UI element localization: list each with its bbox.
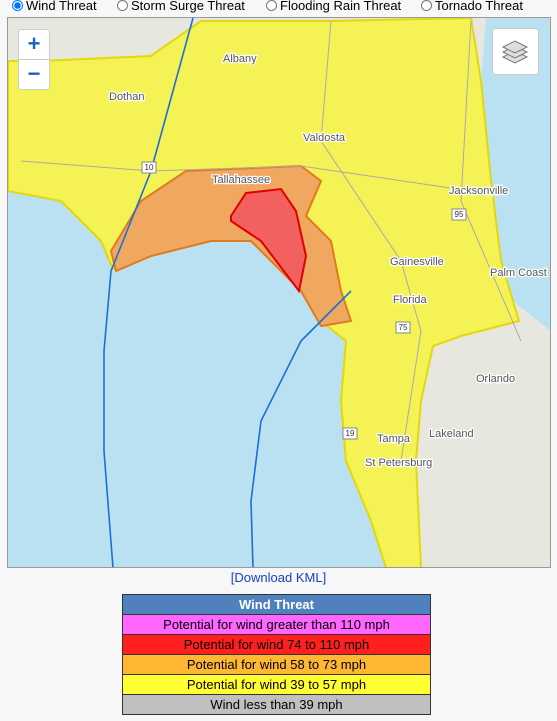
city-label: Lakeland xyxy=(429,428,474,440)
city-labels: Albany Dothan Valdosta Tallahassee Jacks… xyxy=(108,52,548,471)
legend-row: Potential for wind 74 to 110 mph xyxy=(122,634,431,655)
city-label: Dothan xyxy=(109,91,144,103)
wind-39-57-area xyxy=(8,18,521,567)
option-label: Flooding Rain Threat xyxy=(280,0,402,13)
wind-74-110-area xyxy=(230,187,308,294)
city-label: Valdosta xyxy=(303,132,346,144)
legend-row: Potential for wind 39 to 57 mph xyxy=(122,674,431,695)
shield: 75 xyxy=(399,323,408,332)
shield: 10 xyxy=(145,163,154,172)
radio[interactable] xyxy=(266,0,277,11)
city-label: Tallahassee xyxy=(212,174,270,186)
option-tornado[interactable]: Tornado Threat xyxy=(421,0,523,13)
radio[interactable] xyxy=(117,0,128,11)
road-shields: 10 95 75 19 xyxy=(141,161,467,440)
legend-title: Wind Threat xyxy=(122,594,431,615)
option-label: Tornado Threat xyxy=(435,0,523,13)
legend-row: Wind less than 39 mph xyxy=(122,694,431,715)
shield: 19 xyxy=(346,429,355,438)
city-label: Orlando xyxy=(476,373,515,385)
city-label: Tampa xyxy=(377,433,411,445)
city-label: Gainesville xyxy=(390,256,444,268)
zoom-out[interactable]: − xyxy=(18,59,50,90)
city-label: Albany xyxy=(223,53,257,65)
city-label: St Petersburg xyxy=(365,457,432,469)
download-link[interactable]: [Download KML] xyxy=(230,570,327,585)
layers-button[interactable] xyxy=(492,28,539,75)
map[interactable]: Albany Dothan Valdosta Tallahassee Jacks… xyxy=(7,17,551,568)
option-surge[interactable]: Storm Surge Threat xyxy=(117,0,245,13)
forecast-cone xyxy=(103,18,352,567)
option-rain[interactable]: Flooding Rain Threat xyxy=(266,0,401,13)
city-label: Florida xyxy=(393,294,428,306)
zoom-in[interactable]: + xyxy=(18,29,50,60)
legend-row: Potential for wind 58 to 73 mph xyxy=(122,654,431,675)
city-label: Jacksonville xyxy=(449,185,508,197)
option-label: Storm Surge Threat xyxy=(131,0,245,13)
radio[interactable] xyxy=(421,0,432,11)
radio[interactable] xyxy=(12,0,23,11)
legend-row: Potential for wind greater than 110 mph xyxy=(122,614,431,635)
shield: 95 xyxy=(455,210,464,219)
legend: Wind Threat Potential for wind greater t… xyxy=(122,594,431,715)
option-label: Wind Threat xyxy=(26,0,97,13)
city-label: Palm Coast xyxy=(490,267,547,279)
roads xyxy=(20,20,522,462)
layers-icon xyxy=(501,40,529,64)
option-wind[interactable]: Wind Threat xyxy=(12,0,97,13)
